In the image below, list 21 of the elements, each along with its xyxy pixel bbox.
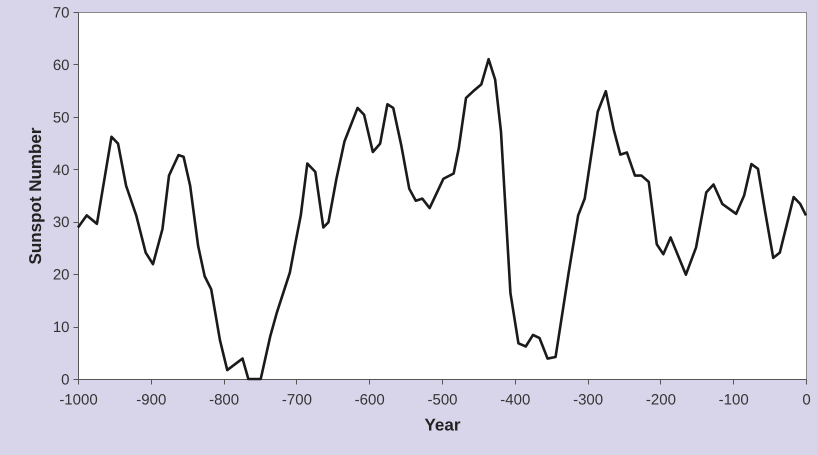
x-tick-label: -700 (282, 392, 312, 408)
x-tick-label: -500 (427, 392, 458, 408)
x-tick-label: 0 (802, 392, 811, 408)
y-tick-label: 10 (52, 319, 70, 336)
x-tick-label: -1000 (59, 392, 98, 408)
x-tick-label: -400 (500, 392, 530, 408)
y-tick-label: 30 (52, 214, 70, 232)
y-axis-title: Sunspot Number (26, 127, 45, 264)
y-tick-label: 60 (52, 56, 70, 74)
x-tick-label: -200 (646, 392, 676, 408)
y-tick-label: 40 (52, 162, 70, 179)
x-tick-label: -100 (718, 392, 749, 408)
x-tick-label: -800 (209, 392, 240, 408)
y-tick-label: 70 (52, 4, 70, 22)
y-tick-label: 50 (52, 109, 70, 126)
y-tick-label: 0 (61, 372, 70, 388)
x-tick-label: -600 (354, 392, 385, 408)
y-tick-label: 20 (52, 266, 70, 284)
x-tick-label: -300 (573, 392, 604, 408)
x-tick-label: -900 (136, 392, 166, 408)
x-axis-title: Year (424, 416, 461, 434)
